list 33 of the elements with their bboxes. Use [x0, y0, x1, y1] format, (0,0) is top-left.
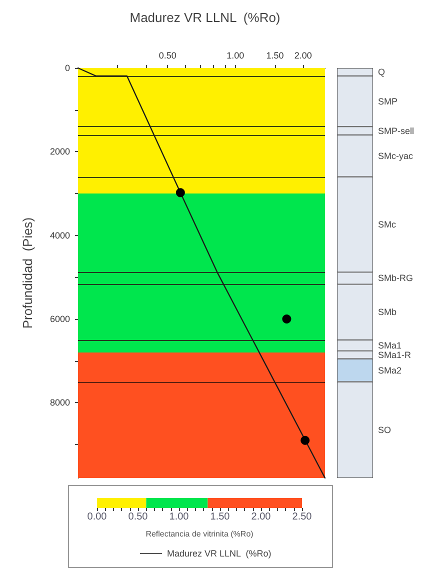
- x-tick-label: 2.00: [251, 512, 272, 522]
- x-tick-label: 2.00: [294, 50, 312, 60]
- series-label: SMc-yac: [378, 150, 414, 161]
- series-label: SMa1: [378, 340, 402, 350]
- series-label: SMb: [378, 307, 397, 318]
- series-label: SMa1-R: [378, 350, 412, 360]
- series-label: SMP: [378, 96, 398, 106]
- series-label: SMb-RG: [378, 273, 414, 284]
- bar: [208, 498, 302, 508]
- bar: [146, 498, 208, 508]
- series-label: Q: [378, 66, 386, 77]
- x-tick-label: 1.50: [266, 50, 284, 60]
- y-tick-label: 0: [64, 63, 70, 73]
- series-label: SMP-sell: [378, 126, 414, 136]
- x-tick-label: 0.50: [128, 512, 148, 522]
- y-tick-label: 8000: [50, 398, 70, 408]
- x-tick-label: 0.00: [87, 512, 108, 522]
- y-tick-label: 6000: [50, 314, 70, 324]
- x-tick-label: 1.00: [169, 512, 190, 522]
- x-tick-label: 0.50: [158, 50, 176, 60]
- series-label: SMa2: [378, 365, 402, 376]
- legend-label: Madurez VR LLNL (%Ro): [167, 548, 272, 558]
- chart-title: Madurez VR LLNL (%Ro): [130, 10, 280, 25]
- x-tick-label: 1.00: [226, 50, 244, 60]
- y-axis-title: Profundidad (Pies): [20, 217, 35, 329]
- y-tick-label: 2000: [50, 146, 70, 157]
- series-label: SMc: [378, 219, 396, 230]
- x-axis-title: Reflectancia de vitrinita (%Ro): [146, 530, 254, 538]
- series-label: SO: [378, 424, 392, 435]
- bar: [97, 498, 146, 508]
- x-tick-label: 1.50: [210, 512, 230, 522]
- x-tick-label: 2.50: [292, 512, 312, 522]
- y-tick-label: 4000: [50, 230, 70, 240]
